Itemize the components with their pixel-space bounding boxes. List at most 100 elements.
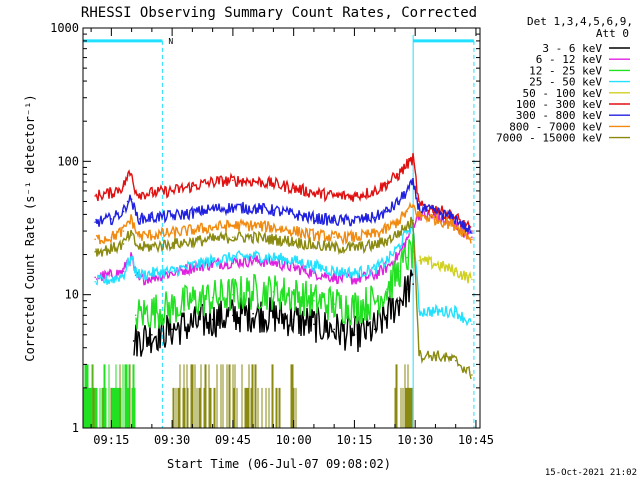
series-7000-15000-keV bbox=[94, 216, 473, 380]
data-point bbox=[406, 224, 408, 227]
data-point bbox=[211, 208, 214, 210]
data-point bbox=[94, 276, 96, 279]
data-point bbox=[126, 174, 129, 177]
data-point bbox=[171, 272, 173, 274]
data-point bbox=[191, 264, 194, 267]
data-point bbox=[94, 238, 96, 241]
data-point bbox=[406, 238, 408, 241]
data-point bbox=[471, 230, 473, 232]
x-tick-label: 10:45 bbox=[458, 433, 494, 447]
data-point bbox=[471, 374, 473, 376]
data-point bbox=[252, 207, 254, 210]
data-point bbox=[373, 328, 376, 331]
legend-label: 12 - 25 keV bbox=[529, 64, 602, 77]
data-point bbox=[386, 182, 388, 185]
data-point bbox=[398, 200, 400, 203]
data-point bbox=[94, 195, 96, 197]
data-point bbox=[353, 246, 356, 249]
footer-timestamp: 15-Oct-2021 21:02 bbox=[545, 468, 637, 478]
data-point bbox=[418, 208, 421, 210]
data-point bbox=[406, 190, 408, 192]
data-point bbox=[272, 238, 275, 241]
data-point bbox=[191, 229, 194, 231]
data-point bbox=[94, 221, 96, 223]
data-point bbox=[333, 276, 335, 279]
data-point bbox=[398, 173, 400, 176]
data-point bbox=[252, 255, 254, 257]
data-point bbox=[386, 266, 388, 269]
low-count-trace-green bbox=[83, 364, 136, 428]
series-line bbox=[133, 269, 414, 357]
legend-label: 6 - 12 keV bbox=[536, 53, 603, 66]
series-line bbox=[95, 208, 472, 286]
data-point bbox=[398, 270, 400, 272]
data-point bbox=[211, 259, 214, 262]
data-point bbox=[333, 236, 335, 238]
data-point bbox=[130, 173, 133, 176]
data-point bbox=[272, 209, 275, 212]
data-point bbox=[471, 278, 473, 281]
data-point bbox=[134, 230, 137, 232]
data-point bbox=[130, 198, 133, 200]
data-point bbox=[333, 328, 335, 331]
data-point bbox=[232, 293, 234, 296]
data-point bbox=[252, 224, 254, 227]
series-3-6-keV bbox=[132, 269, 414, 357]
legend-label: 300 - 800 keV bbox=[516, 109, 602, 122]
series-line bbox=[95, 201, 472, 246]
data-point bbox=[471, 323, 473, 326]
data-point bbox=[138, 193, 141, 195]
data-point bbox=[272, 314, 275, 317]
data-point bbox=[386, 288, 388, 290]
legend-header-line-2: Att 0 bbox=[596, 27, 629, 40]
legend-label: 100 - 300 keV bbox=[516, 98, 602, 111]
data-point bbox=[171, 215, 173, 217]
data-point bbox=[252, 180, 254, 182]
data-point bbox=[406, 210, 408, 213]
data-point bbox=[418, 259, 421, 262]
series-800-7000-keV bbox=[94, 201, 473, 246]
data-point bbox=[434, 354, 437, 357]
data-point bbox=[406, 163, 408, 166]
data-point bbox=[252, 312, 254, 315]
data-point bbox=[122, 274, 125, 276]
data-point bbox=[353, 278, 356, 281]
data-point bbox=[292, 213, 295, 216]
data-point bbox=[386, 239, 388, 242]
data-point bbox=[454, 270, 457, 272]
data-point bbox=[373, 216, 376, 219]
data-point bbox=[134, 243, 137, 245]
legend-label: 50 - 100 keV bbox=[523, 87, 603, 100]
data-point bbox=[130, 256, 133, 259]
data-point bbox=[454, 218, 457, 220]
series-line bbox=[419, 254, 472, 284]
data-point bbox=[353, 334, 356, 336]
x-tick-label: 10:00 bbox=[276, 433, 312, 447]
data-point bbox=[406, 256, 408, 259]
data-point bbox=[313, 264, 315, 267]
data-point bbox=[134, 270, 137, 272]
data-point bbox=[151, 310, 153, 313]
x-axis-label: Start Time (06-Jul-07 09:08:02) bbox=[167, 457, 391, 471]
data-point bbox=[110, 192, 113, 194]
series-25-50-keV bbox=[94, 220, 473, 327]
data-point bbox=[292, 293, 295, 296]
series-300-800-keV bbox=[94, 178, 473, 234]
data-point bbox=[373, 299, 376, 302]
data-point bbox=[211, 226, 214, 229]
data-point bbox=[232, 206, 234, 209]
data-point bbox=[130, 234, 133, 236]
data-point bbox=[418, 215, 421, 217]
data-point bbox=[292, 266, 295, 269]
data-point bbox=[110, 218, 113, 220]
data-point bbox=[373, 268, 376, 271]
data-point bbox=[412, 250, 414, 253]
data-point bbox=[134, 190, 137, 192]
x-tick-label: 09:15 bbox=[93, 433, 129, 447]
low-count-trace-olive-early bbox=[92, 364, 131, 428]
data-point bbox=[386, 228, 388, 230]
data-point bbox=[151, 272, 153, 274]
data-point bbox=[406, 288, 408, 290]
data-point bbox=[122, 270, 125, 272]
data-point bbox=[434, 263, 437, 265]
